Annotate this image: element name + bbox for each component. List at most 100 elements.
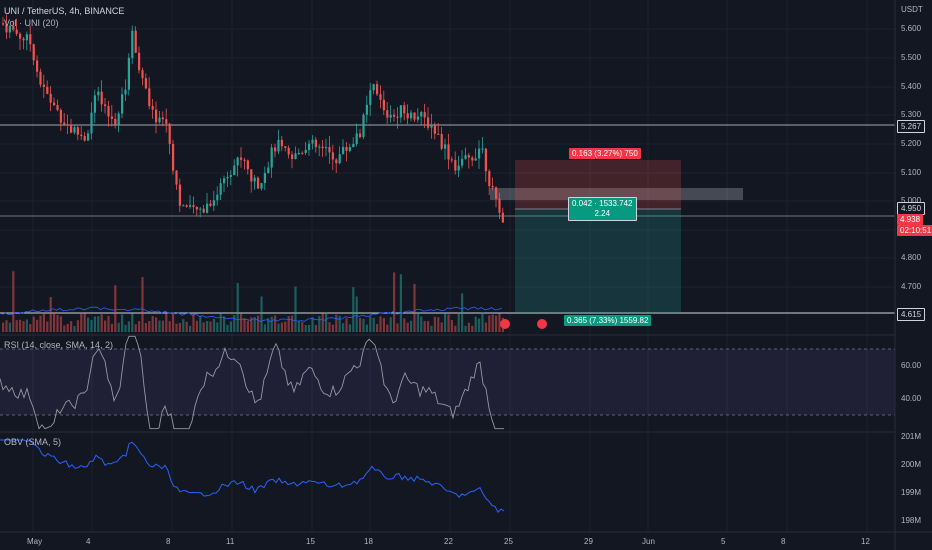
volume-bar xyxy=(444,313,447,332)
price-tick: 5.000 xyxy=(901,196,922,205)
volume-bar xyxy=(450,320,453,332)
candle-body xyxy=(141,70,144,79)
volume-bar xyxy=(209,321,212,332)
symbol-legend[interactable]: UNI / TetherUS, 4h, BINANCE xyxy=(4,6,125,16)
volume-bars xyxy=(2,271,504,332)
volume-bar xyxy=(365,324,368,332)
candle-body xyxy=(138,52,141,71)
candle-body xyxy=(389,114,392,118)
candle-body xyxy=(70,124,73,133)
volume-bar xyxy=(219,313,222,332)
volume-bar xyxy=(226,325,229,332)
volume-bar xyxy=(491,314,494,332)
candle-body xyxy=(22,38,25,41)
candle-body xyxy=(182,205,185,207)
candle-body xyxy=(321,146,324,149)
volume-legend[interactable]: Vol · UNI (20) xyxy=(4,18,59,28)
volume-bar xyxy=(161,320,164,332)
candle-body xyxy=(178,184,181,206)
volume-bar xyxy=(240,313,243,332)
volume-bar xyxy=(70,321,73,332)
rsi-tick-40: 40.00 xyxy=(901,394,922,403)
candle-body xyxy=(440,134,443,149)
price-tick: 5.100 xyxy=(901,168,922,177)
event-icon-2[interactable] xyxy=(537,319,547,329)
candle-body xyxy=(168,123,171,144)
candle-body xyxy=(501,212,504,223)
volume-bar xyxy=(399,274,402,332)
volume-bar xyxy=(19,319,22,332)
candle-body xyxy=(291,154,294,159)
target-zone[interactable] xyxy=(515,209,681,313)
candle-body xyxy=(233,165,236,176)
candle-body xyxy=(297,152,300,154)
candle-body xyxy=(90,112,93,134)
volume-bar xyxy=(22,321,25,332)
volume-bar xyxy=(107,315,110,332)
rectangle-zone[interactable] xyxy=(490,188,743,200)
time-tick: 4 xyxy=(86,537,91,546)
volume-bar xyxy=(189,325,192,332)
volume-bar xyxy=(124,324,127,332)
rsi-band xyxy=(0,349,895,415)
volume-bar xyxy=(243,317,246,332)
volume-bar xyxy=(49,297,52,332)
candle-body xyxy=(491,186,494,188)
volume-bar xyxy=(318,316,321,332)
volume-bar xyxy=(379,316,382,332)
candle-body xyxy=(304,149,307,153)
volume-bar xyxy=(297,320,300,332)
candle-body xyxy=(212,200,215,206)
price-tick: 4.800 xyxy=(901,253,922,262)
candle-body xyxy=(396,116,399,118)
stop-label[interactable]: 0.163 (3.27%) 750 xyxy=(569,148,641,159)
candle-body xyxy=(161,117,164,120)
volume-bar xyxy=(260,296,263,332)
obv-tick-198m: 198M xyxy=(901,516,922,525)
volume-bar xyxy=(488,315,491,332)
volume-bar xyxy=(478,318,481,332)
rsi-legend[interactable]: RSI (14, close, SMA, 14, 2) xyxy=(4,340,114,350)
candle-body xyxy=(124,89,127,95)
entry-label[interactable]: 0.042 · 1533.742 2.24 xyxy=(568,197,637,221)
candle-body xyxy=(229,175,232,177)
volume-bar xyxy=(195,320,198,332)
candle-body xyxy=(382,99,385,111)
volume-bar xyxy=(144,323,147,332)
candle-body xyxy=(73,127,76,133)
candle-body xyxy=(56,105,59,110)
candle-body xyxy=(100,91,103,105)
candle-body xyxy=(478,148,481,159)
volume-bar xyxy=(362,318,365,332)
obv-legend[interactable]: OBV (SMA, 5) xyxy=(4,437,62,447)
candle-body xyxy=(263,173,266,184)
candle-body xyxy=(345,146,348,151)
candle-body xyxy=(284,146,287,148)
candle-body xyxy=(219,183,222,195)
target-label[interactable]: 0.365 (7.33%) 1559.82 xyxy=(564,315,652,326)
candle-body xyxy=(46,86,49,94)
volume-bar xyxy=(5,320,8,332)
candle-body xyxy=(393,114,396,117)
volume-bar xyxy=(474,316,477,332)
candle-body xyxy=(59,109,62,123)
volume-bar xyxy=(495,315,498,332)
candle-body xyxy=(450,159,453,161)
volume-ma-line xyxy=(1,306,502,323)
volume-bar xyxy=(382,318,385,332)
volume-bar xyxy=(461,293,464,332)
volume-bar xyxy=(168,321,171,332)
volume-bar xyxy=(148,321,151,332)
candle-body xyxy=(355,133,358,144)
candle-body xyxy=(352,143,355,148)
candle-body xyxy=(338,154,341,164)
volume-bar xyxy=(328,322,331,332)
volume-bar xyxy=(484,322,487,332)
candle-body xyxy=(447,144,450,160)
volume-bar xyxy=(39,315,42,332)
volume-bar xyxy=(36,319,39,332)
time-tick: 18 xyxy=(364,537,373,546)
event-icon[interactable] xyxy=(500,319,510,329)
volume-bar xyxy=(2,322,5,332)
